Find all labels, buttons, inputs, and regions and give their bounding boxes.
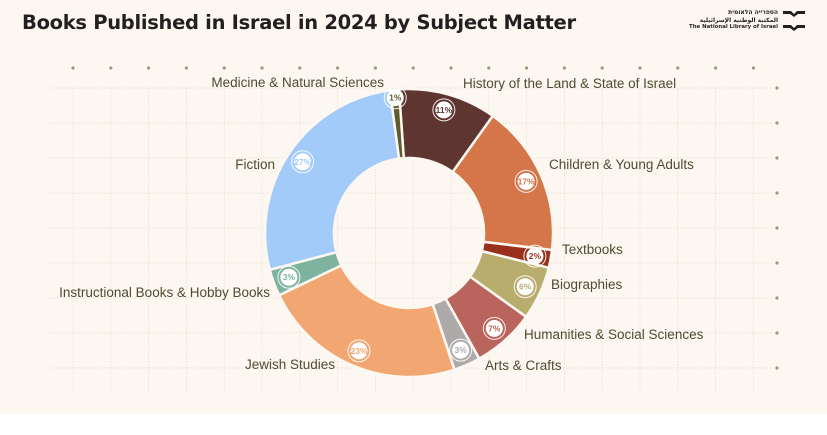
chart-title: Books Published in Israel in 2024 by Sub…: [22, 11, 576, 34]
grid-dot: [525, 66, 529, 70]
percentage-badges: 11% 17% 2% 6% 7% 3% 23% 3% 27% 1%: [277, 86, 547, 363]
bookmark-chevron-icon: [783, 10, 805, 31]
grid-dot: [775, 86, 779, 90]
grid-dot: [222, 66, 226, 70]
badge-circle: [526, 247, 544, 265]
grid-dot: [775, 331, 779, 335]
grid-dot: [775, 191, 779, 195]
badge-circle: [452, 341, 470, 359]
grid-dot: [260, 66, 264, 70]
slice-label: Humanities & Social Sciences: [524, 327, 704, 342]
grid-dot: [411, 66, 415, 70]
slice-label: Medicine & Natural Sciences: [211, 75, 384, 90]
badge-ring: [432, 98, 456, 122]
slice-label: Biographies: [551, 277, 623, 292]
badge-ring: [523, 244, 547, 268]
slice-label: Children & Young Adults: [549, 157, 694, 172]
percentage-label: 7%: [488, 323, 501, 333]
logo-english-text: The National Library of Israel: [689, 24, 778, 30]
grid-dot: [562, 66, 567, 70]
slice-label: Instructional Books & Hobby Books: [59, 285, 270, 300]
percentage-label: 2%: [529, 251, 542, 261]
slice-label: Jewish Studies: [245, 357, 335, 372]
grid-dot: [775, 296, 779, 300]
logo-hebrew-text: הספרייה הלאומית: [728, 9, 778, 16]
badge-circle: [280, 268, 298, 286]
grid-dot: [775, 261, 779, 265]
grid-dot: [109, 66, 113, 70]
badge-circle: [516, 278, 534, 296]
badge-ring: [383, 86, 407, 110]
grid-dot: [336, 66, 340, 70]
badge-ring: [513, 275, 537, 299]
grid-dot: [714, 66, 718, 70]
grid-dot: [184, 66, 188, 70]
grid-dot: [751, 66, 756, 70]
badge-circle: [294, 153, 312, 171]
percentage-label: 1%: [389, 93, 402, 103]
percentage-label: 6%: [519, 282, 532, 292]
badge-ring: [482, 316, 506, 340]
slice-label: Fiction: [235, 157, 275, 172]
donut-slice: [263, 89, 401, 272]
badge-circle: [485, 319, 503, 337]
badge-ring: [514, 169, 538, 193]
percentage-label: 23%: [350, 346, 367, 356]
national-library-logo: הספרייה הלאומית المكتبة الوطنية الإسرائي…: [689, 9, 805, 32]
percentage-label: 11%: [436, 105, 453, 115]
percentage-label: 3%: [283, 272, 296, 282]
grid-dot: [487, 66, 491, 70]
slice-label: Textbooks: [562, 242, 623, 257]
slice-label: History of the Land & State of Israel: [463, 76, 676, 91]
badge-ring: [277, 265, 301, 289]
slice-label: Arts & Crafts: [485, 358, 562, 373]
logo-text: הספרייה הלאומית المكتبة الوطنية الإسرائي…: [689, 9, 778, 32]
badge-ring: [347, 339, 371, 363]
grid-dot: [676, 66, 680, 70]
bookmark-chevron-icon-bottom: [783, 24, 805, 31]
grid-dot: [638, 66, 642, 70]
badge-circle: [350, 342, 368, 360]
grid-dot: [449, 66, 453, 70]
badge-ring: [449, 338, 473, 362]
badge-circle: [386, 89, 404, 107]
grid-dot: [71, 66, 75, 70]
badge-circle: [517, 172, 535, 190]
percentage-label: 17%: [518, 176, 535, 186]
grid-dot: [373, 66, 377, 70]
grid-dot: [775, 226, 779, 230]
badge-ring: [291, 150, 315, 174]
donut-slices: [263, 87, 555, 379]
grid-dot: [775, 156, 779, 160]
slice-labels: History of the Land & State of Israel Chi…: [59, 75, 703, 373]
donut-slice: [277, 264, 456, 379]
grid-dot: [775, 121, 779, 125]
percentage-label: 27%: [294, 157, 311, 167]
grid-dot: [775, 366, 779, 370]
badge-circle: [435, 101, 453, 119]
bookmark-chevron-icon-top: [783, 10, 805, 17]
logo-arabic-text: المكتبة الوطنية الإسرائيلية: [699, 16, 778, 24]
grid-dot: [298, 66, 302, 70]
grid-dot: [600, 66, 604, 70]
grid-dot: [147, 66, 151, 70]
percentage-label: 3%: [455, 345, 468, 355]
